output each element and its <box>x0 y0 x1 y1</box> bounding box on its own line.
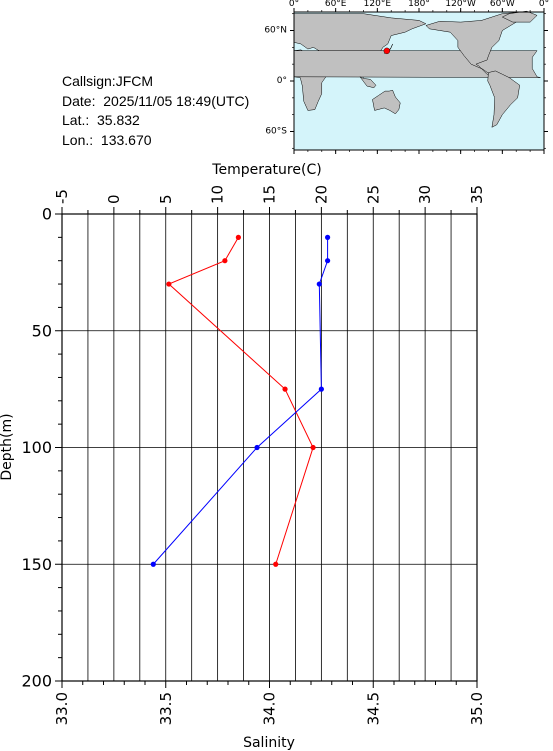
map-lat-label: 60°N <box>264 26 287 36</box>
salinity-point <box>318 386 324 392</box>
salinity-axis-label: Salinity <box>243 735 295 751</box>
depth-tick-label: 0 <box>42 205 52 224</box>
salinity-tick-label: 34.5 <box>364 692 382 725</box>
temperature-point <box>273 561 279 567</box>
map-lon-label: 0° <box>539 0 549 9</box>
map-land <box>359 76 377 89</box>
salinity-line <box>152 237 329 565</box>
grid <box>62 214 477 681</box>
temperature-tick-label: 35 <box>468 185 486 204</box>
depth-tick-label: 200 <box>21 672 52 691</box>
temperature-axis-label: Temperature(C) <box>211 162 321 178</box>
map-lon-label: 180° <box>408 0 430 9</box>
temperature-tick-label: 0 <box>105 194 123 204</box>
depth-axis-label: Depth(m) <box>0 413 15 480</box>
map-lon-label: 120°E <box>364 0 392 9</box>
depth-tick-label: 150 <box>21 555 52 574</box>
temperature-point <box>310 444 316 451</box>
salinity-point <box>254 444 260 451</box>
map-lat-label: 0° <box>277 76 287 86</box>
map-lon-label: 60°E <box>325 0 347 9</box>
map-land <box>372 89 401 115</box>
map-land <box>425 11 524 75</box>
map-land <box>487 70 520 128</box>
salinity-tick-label: 34.0 <box>261 692 279 725</box>
callsign-text: Callsign:JFCM <box>62 73 154 89</box>
salinity-tick-label: 33.0 <box>53 692 71 725</box>
temperature-point <box>222 258 228 264</box>
temperature-tick-label: 25 <box>364 185 382 204</box>
temperature-tick-label: 15 <box>261 185 279 204</box>
salinity-tick-label: 35.0 <box>468 692 486 725</box>
depth-tick-label: 50 <box>32 321 52 340</box>
date-text: Date: 2025/11/05 18:49(UTC) <box>62 92 250 109</box>
station-info: Callsign:JFCM Date: 2025/11/05 18:49(UTC… <box>62 72 249 150</box>
temperature-line <box>167 237 314 565</box>
temperature-point <box>235 234 241 240</box>
longitude-text: Lon.: 133.670 <box>62 131 152 148</box>
temperature-point <box>282 386 288 392</box>
temperature-tick-label: 10 <box>209 185 227 204</box>
map-lon-label: 0° <box>289 0 299 9</box>
salinity-tick-label: 33.5 <box>157 692 175 725</box>
temperature-tick-label: 20 <box>312 185 330 204</box>
salinity-point <box>316 281 322 287</box>
salinity-point <box>325 258 331 264</box>
map-land <box>501 10 538 23</box>
depth-tick-label: 100 <box>21 438 52 457</box>
map-lon-label: 60°W <box>490 0 515 9</box>
latitude-text: Lat.: 35.832 <box>62 112 140 128</box>
temperature-point <box>166 281 172 287</box>
map-lon-label: 120°W <box>445 0 476 9</box>
map-lat-label: 60°S <box>265 126 287 136</box>
temperature-tick-label: -5 <box>53 189 71 204</box>
salinity-point <box>325 234 331 240</box>
station-marker <box>383 47 391 55</box>
salinity-point <box>150 561 156 567</box>
temperature-tick-label: 30 <box>416 185 434 204</box>
temperature-tick-label: 5 <box>157 194 175 204</box>
